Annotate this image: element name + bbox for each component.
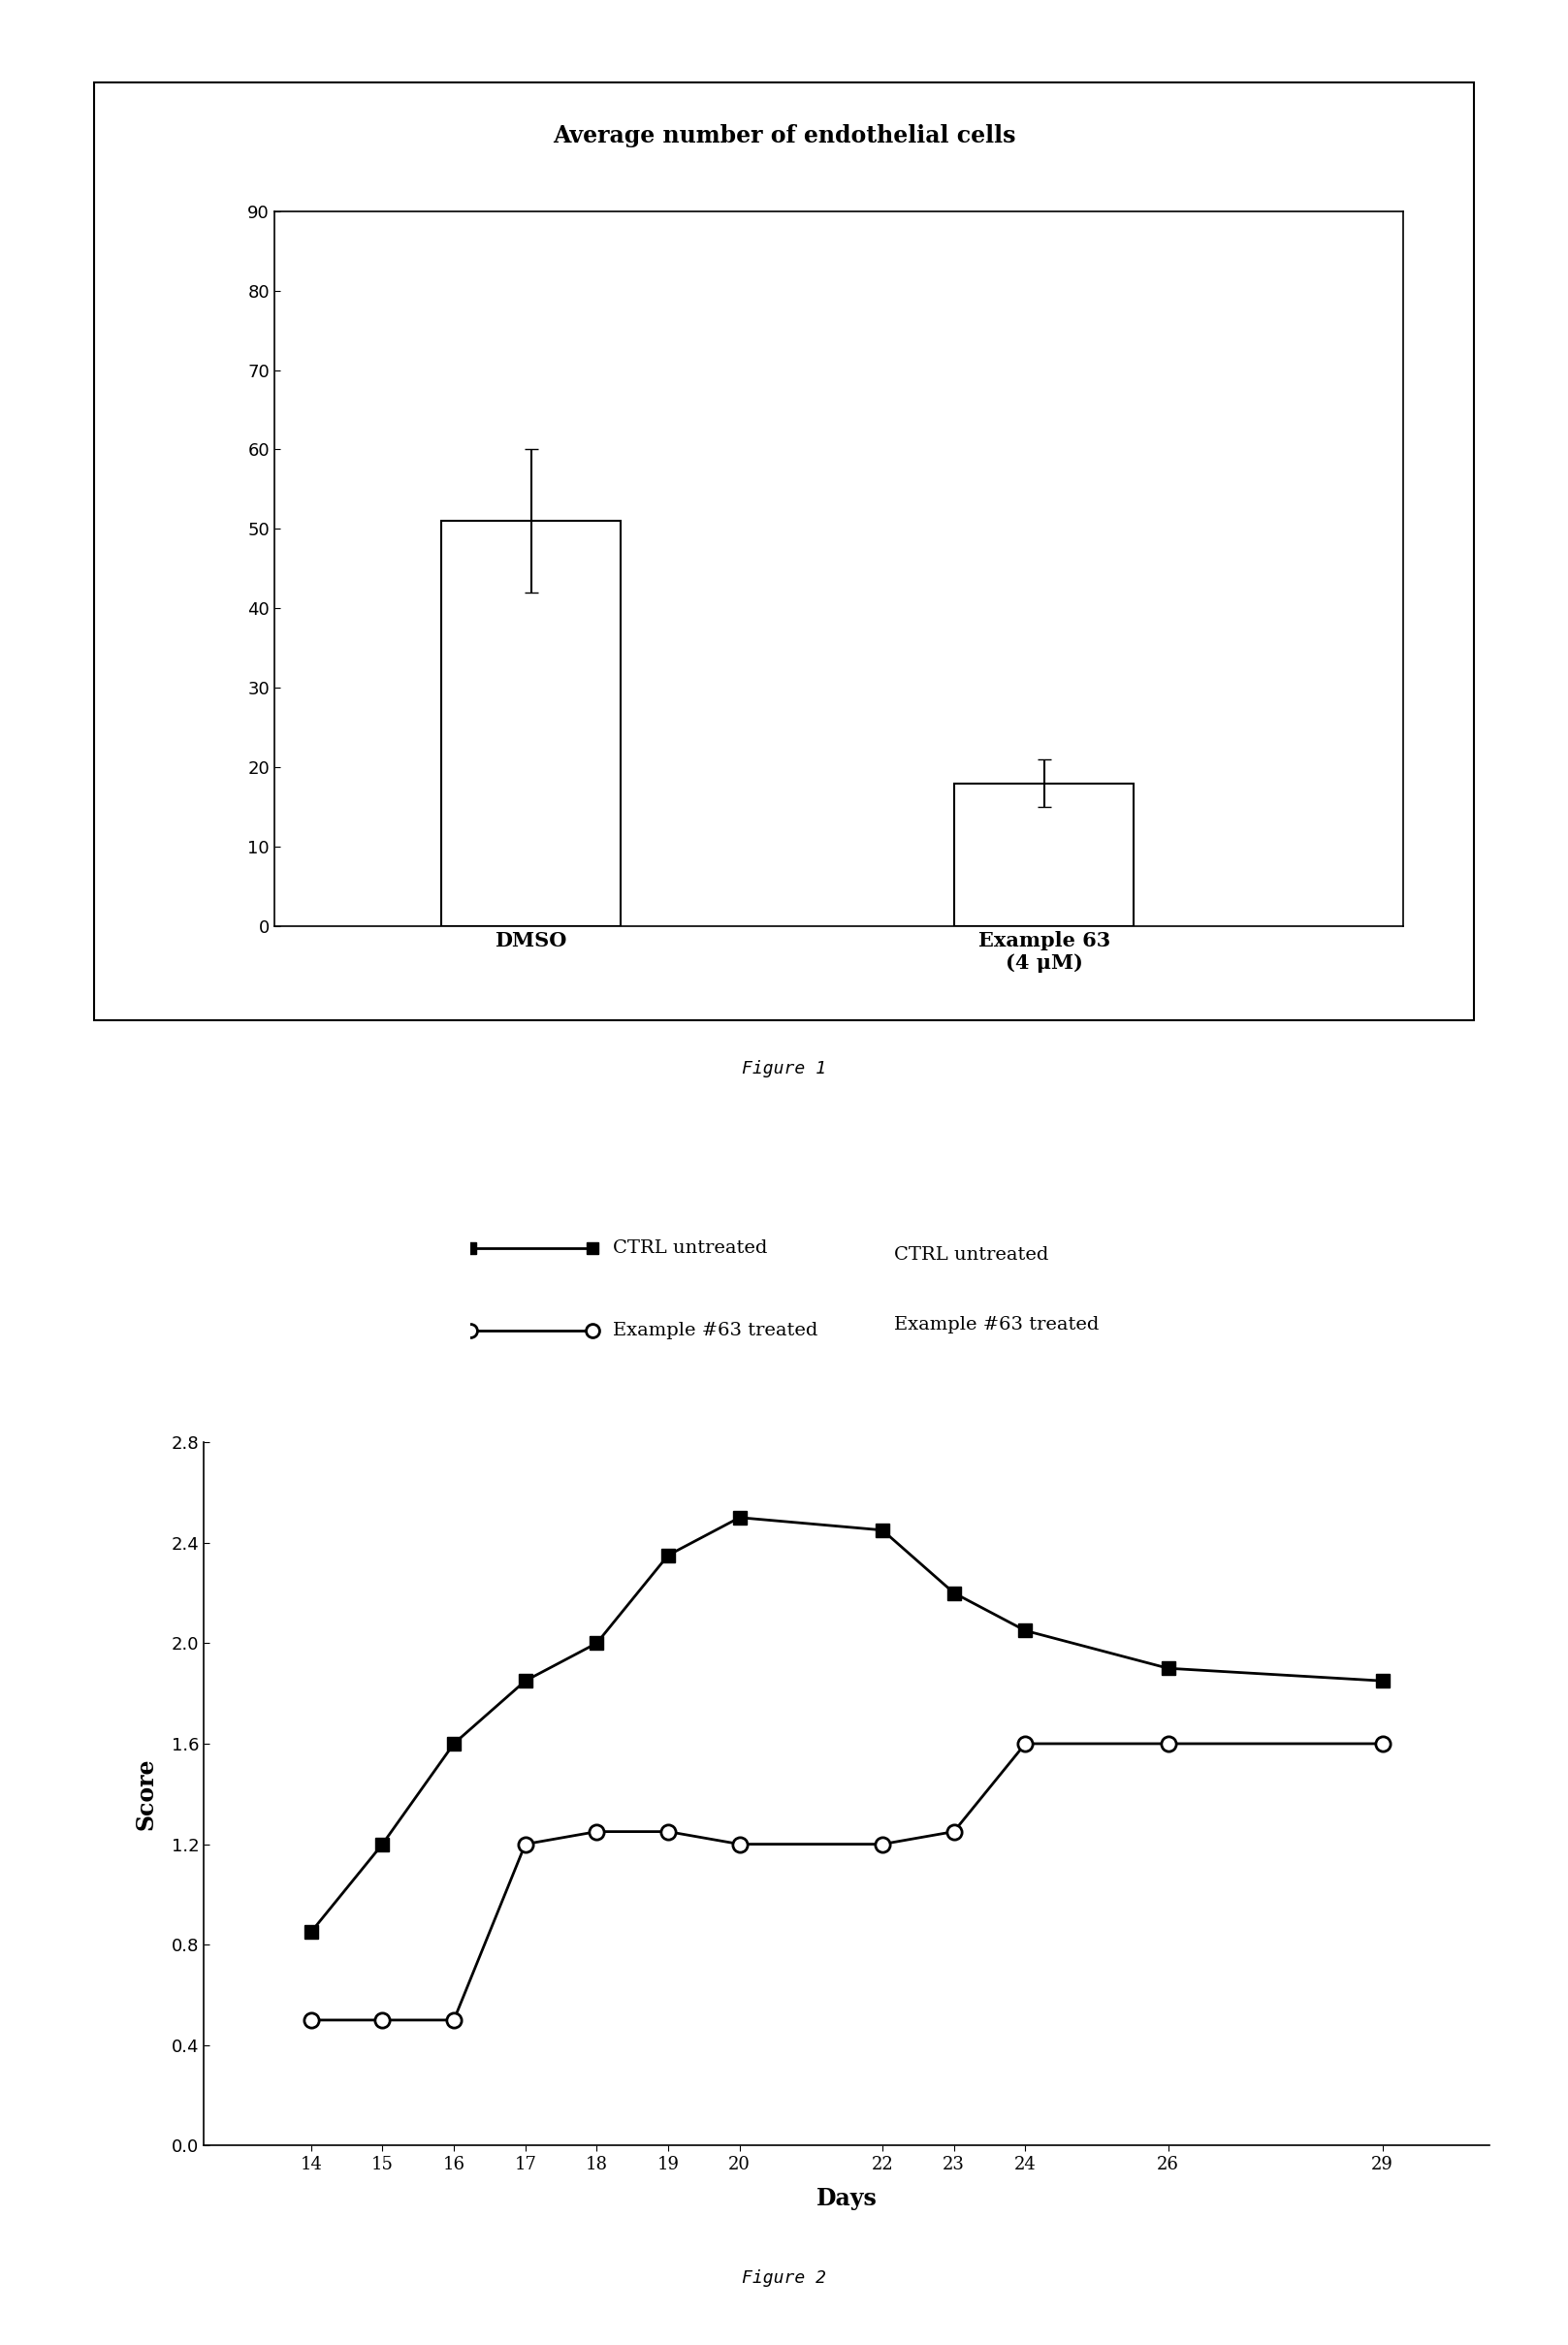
Text: CTRL untreated: CTRL untreated	[894, 1245, 1049, 1264]
Text: Figure 2: Figure 2	[742, 2270, 826, 2286]
Text: Average number of endothelial cells: Average number of endothelial cells	[552, 124, 1016, 148]
Bar	[441, 521, 621, 926]
Text: Example #63 treated: Example #63 treated	[894, 1316, 1099, 1334]
Bar	[955, 783, 1134, 926]
Text: Example #63 treated: Example #63 treated	[613, 1323, 818, 1339]
Text: CTRL untreated: CTRL untreated	[613, 1241, 768, 1257]
Y-axis label: Score: Score	[135, 1759, 158, 1829]
Text: Figure 1: Figure 1	[742, 1060, 826, 1076]
X-axis label: Days: Days	[817, 2186, 877, 2209]
